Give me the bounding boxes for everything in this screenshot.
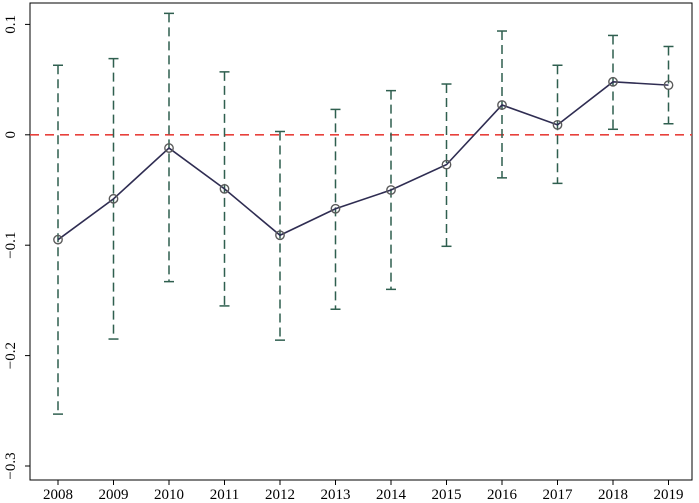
plot-area: −0.3 −0.2 −0.1 0 0.1 2008 2009 2010 2011 2012 2013… — [3, 2, 693, 503]
x-tick-label: 2018 — [598, 487, 628, 503]
y-tick-label: −0.1 — [3, 232, 19, 259]
data-point — [164, 143, 174, 153]
plot-frame — [29, 2, 693, 481]
y-tick-label: −0.2 — [3, 342, 19, 369]
x-tick-label: 2010 — [154, 487, 184, 503]
x-tick-label: 2011 — [210, 487, 239, 503]
y-tick-label: 0.1 — [3, 15, 19, 34]
data-point — [108, 193, 119, 204]
x-tick-label: 2014 — [376, 487, 407, 503]
x-tick-label: 2008 — [43, 487, 73, 503]
data-point — [552, 119, 563, 130]
data-point — [497, 100, 507, 110]
data-point — [663, 80, 674, 91]
data-point — [608, 76, 618, 87]
data-point — [330, 203, 341, 214]
y-tick-label: −0.3 — [3, 452, 19, 479]
x-tick-label: 2015 — [432, 487, 462, 503]
data-point — [275, 230, 285, 241]
data-point — [386, 185, 396, 195]
series-line — [57, 80, 669, 241]
x-tick-label: 2017 — [543, 487, 574, 503]
x-tick-label: 2016 — [487, 487, 518, 503]
data-point — [53, 234, 63, 245]
y-tick-label: 0 — [3, 131, 19, 139]
data-point — [441, 159, 452, 170]
data-point — [219, 183, 230, 194]
x-tick-label: 2013 — [321, 487, 351, 503]
x-tick-label: 2019 — [654, 487, 684, 503]
x-tick-label: 2012 — [265, 487, 295, 503]
x-tick-label: 2009 — [99, 487, 129, 503]
